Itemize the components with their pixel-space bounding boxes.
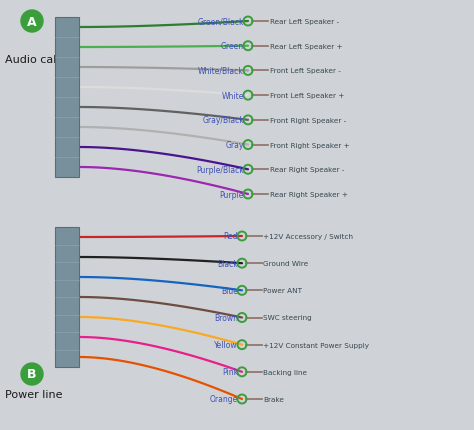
Bar (55, 227, 79, 367)
Text: Audio cable: Audio cable (5, 55, 70, 65)
Text: A: A (27, 15, 37, 28)
Text: Orange: Orange (210, 395, 238, 404)
Text: Front Right Speaker +: Front Right Speaker + (270, 142, 350, 148)
Text: Green/Black: Green/Black (198, 18, 244, 26)
Text: Rear Left Speaker +: Rear Left Speaker + (270, 43, 343, 49)
Text: Power line: Power line (5, 389, 63, 399)
Text: SWC steering: SWC steering (263, 315, 312, 321)
Text: Front Left Speaker +: Front Left Speaker + (270, 93, 345, 99)
Circle shape (21, 363, 43, 385)
Text: Black: Black (217, 259, 238, 268)
Text: Red: Red (224, 232, 238, 241)
Text: White: White (222, 92, 244, 101)
Text: Rear Left Speaker -: Rear Left Speaker - (270, 19, 339, 25)
Bar (55, 18, 79, 178)
Text: Blue: Blue (221, 286, 238, 295)
Text: Green: Green (221, 42, 244, 51)
Text: Rear Right Speaker +: Rear Right Speaker + (270, 191, 348, 197)
Text: Power ANT: Power ANT (263, 288, 302, 294)
Text: B: B (27, 368, 37, 381)
Text: Front Left Speaker -: Front Left Speaker - (270, 68, 341, 74)
Text: Brown: Brown (214, 313, 238, 322)
Text: Purple: Purple (219, 190, 244, 199)
Text: +12V Constant Power Supply: +12V Constant Power Supply (263, 342, 369, 348)
Text: +12V Accessory / Switch: +12V Accessory / Switch (263, 233, 353, 240)
Text: White/Black: White/Black (198, 67, 244, 76)
Text: Purple/Black: Purple/Black (196, 166, 244, 175)
Circle shape (21, 11, 43, 33)
Text: Gray: Gray (226, 141, 244, 150)
Text: Front Right Speaker -: Front Right Speaker - (270, 117, 346, 123)
Text: Yellow: Yellow (214, 341, 238, 349)
Text: Ground Wire: Ground Wire (263, 261, 308, 267)
Text: Rear Right Speaker -: Rear Right Speaker - (270, 167, 345, 173)
Text: Gray/Black: Gray/Black (202, 116, 244, 125)
Text: Pink: Pink (222, 368, 238, 376)
Text: Backing line: Backing line (263, 369, 307, 375)
Text: Brake: Brake (263, 396, 284, 402)
